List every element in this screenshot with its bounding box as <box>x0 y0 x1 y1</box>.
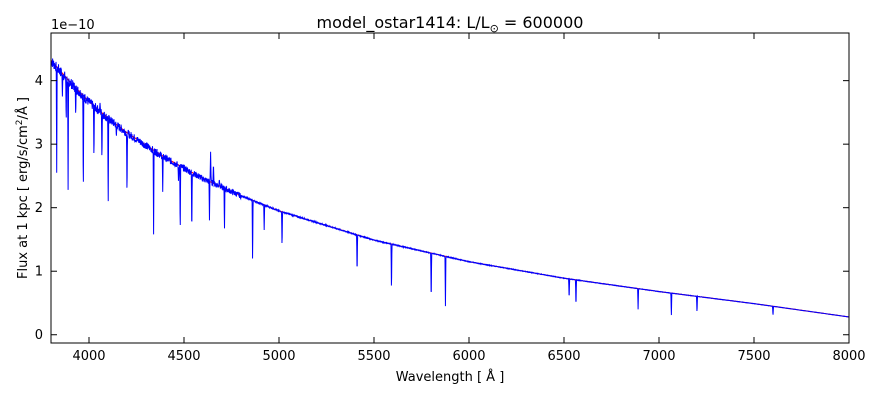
chart-title-main: model_ostar1414: L/L <box>317 13 490 33</box>
x-tick-label: 4500 <box>167 349 200 364</box>
x-tick-label: 5000 <box>262 349 295 364</box>
y-tick-label: 4 <box>35 74 43 89</box>
chart-title-tail: = 600000 <box>499 13 584 32</box>
x-axis-label: Wavelength [ Å ] <box>396 369 505 385</box>
chart-title-sub: ⊙ <box>490 22 499 35</box>
x-tick-label: 4000 <box>72 349 105 364</box>
y-axis-label: Flux at 1 kpc [ erg/s/cm2/Å ] <box>15 97 31 279</box>
x-tick-label: 6500 <box>547 349 580 364</box>
y-tick-label: 1 <box>35 265 43 280</box>
x-tick-label: 8000 <box>832 349 865 364</box>
plot-frame <box>50 32 850 344</box>
y-tick-label: 2 <box>35 201 43 216</box>
y-axis: 0 1 2 3 4 <box>35 74 849 343</box>
x-axis: 4000 4500 5000 5500 6000 6500 7000 7500 8000 <box>72 33 866 364</box>
x-tick-label: 5500 <box>357 349 390 364</box>
spectrum-line <box>51 58 849 318</box>
chart-title: model_ostar1414: L/L⊙ = 600000 <box>317 13 584 35</box>
x-tick-label: 7000 <box>642 349 675 364</box>
y-axis-label-sup: 2 <box>15 120 25 126</box>
y-tick-label: 0 <box>35 328 43 343</box>
offset-text: 1e−10 <box>51 18 95 33</box>
x-tick-label: 7500 <box>737 349 770 364</box>
y-axis-label-main: Flux at 1 kpc [ erg/s/cm <box>16 125 31 279</box>
x-tick-label: 6000 <box>452 349 485 364</box>
y-axis-label-tail: /Å ] <box>15 97 31 119</box>
y-tick-label: 3 <box>35 138 43 153</box>
